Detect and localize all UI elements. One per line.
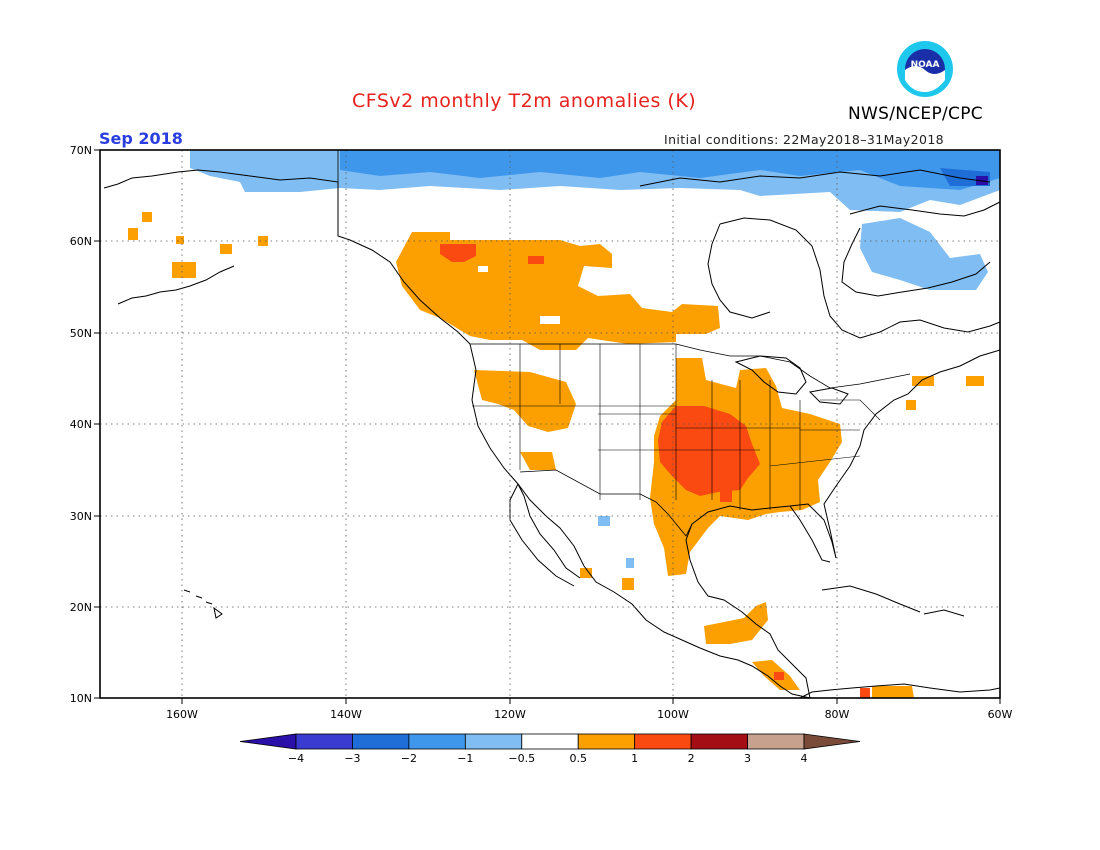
national-borders (337, 150, 911, 537)
colorbar-swatch (295, 733, 353, 750)
lat-label: 60N (70, 235, 92, 248)
neutral-gap (478, 266, 488, 272)
state-border-lines (472, 344, 881, 510)
baja-california-coast (509, 483, 575, 587)
positive-anomaly-western-canada (396, 232, 720, 350)
positive-anomaly-mexico (580, 568, 634, 590)
labrador-coast (841, 227, 991, 297)
lon-label: 120W (494, 708, 526, 721)
positive-anomaly-southwest-us (520, 452, 556, 470)
latitude-labels: 70N 60N 50N 40N 30N 20N 10N (70, 144, 92, 705)
colorbar-swatch (747, 733, 805, 750)
greenland-coast (849, 201, 1001, 217)
hudson-bay-coast (719, 217, 1001, 339)
axis-ticks (94, 149, 1001, 704)
colorbar-swatch (352, 733, 410, 750)
colorbar-label: 1 (631, 752, 638, 765)
positive-anomaly-spot-strong (440, 244, 544, 264)
great-lakes (734, 355, 849, 405)
lon-label: 140W (330, 708, 362, 721)
florida-coast (789, 505, 831, 563)
cuba-coast (821, 585, 921, 613)
positive-anomaly-northeast (906, 376, 984, 410)
colorbar-swatch (577, 733, 636, 750)
colorbar-label: −3 (344, 752, 360, 765)
lat-label: 50N (70, 327, 92, 340)
lon-label: 160W (166, 708, 198, 721)
colorbar-label: 3 (744, 752, 751, 765)
colorbar-max-arrow (803, 733, 861, 750)
noaa-logo-icon: NOAA (897, 41, 953, 97)
positive-anomaly-spot-strong (720, 490, 732, 502)
lat-label: 20N (70, 601, 92, 614)
colorbar-label: −4 (288, 752, 304, 765)
positive-anomaly-south-america (872, 686, 914, 698)
positive-anomaly-spot-strong (774, 672, 784, 680)
north-america-coastline (103, 169, 811, 699)
colorbar-label: −2 (401, 752, 417, 765)
neutral-gap (540, 316, 560, 324)
positive-anomaly-central-core (658, 406, 760, 496)
coastlines (103, 169, 1001, 699)
colorbar-min-arrow (239, 733, 297, 750)
agency-label: NWS/NCEP/CPC (848, 104, 983, 124)
colorbar-label: −0.5 (508, 752, 535, 765)
graticule (100, 150, 1000, 698)
us-mexico-border (519, 469, 693, 537)
noaa-logo-text: NOAA (911, 60, 940, 70)
colorbar: −4 −3 −2 −1 −0.5 0.5 1 2 3 4 (239, 733, 861, 765)
map-title: CFSv2 monthly T2m anomalies (K) (352, 90, 697, 112)
lat-label: 30N (70, 510, 92, 523)
initial-conditions-label: Initial conditions: 22May2018–31May2018 (664, 132, 945, 147)
colorbar-swatch (690, 733, 748, 750)
hawaii-islands (183, 589, 223, 619)
state-borders (472, 344, 881, 510)
positive-anomaly-northwest-us (474, 370, 576, 432)
south-america-coast (799, 683, 1001, 699)
lat-label: 10N (70, 692, 92, 705)
positive-anomaly-spot-strong (860, 688, 870, 698)
hispaniola-coast (923, 609, 965, 617)
positive-anomaly-central-america (704, 602, 800, 690)
canada-us-border (470, 343, 911, 389)
anomaly-fields (128, 150, 1000, 698)
lon-label: 100W (657, 708, 689, 721)
negative-anomaly-spot (626, 558, 634, 568)
negative-anomaly-spot (598, 516, 610, 526)
lat-label: 70N (70, 144, 92, 157)
colorbar-swatch (408, 733, 466, 750)
colorbar-swatch (521, 733, 579, 750)
forecast-month-label: Sep 2018 (99, 129, 183, 148)
negative-anomaly-arctic-strong (340, 150, 1000, 190)
negative-anomaly-labrador (860, 218, 988, 290)
lat-label: 40N (70, 418, 92, 431)
gulf-coast (685, 349, 1001, 699)
colorbar-label: 4 (801, 752, 808, 765)
colorbar-label: 2 (688, 752, 695, 765)
colorbar-label: −1 (457, 752, 473, 765)
hudson-bay-west-coast (707, 223, 771, 319)
aleutian-islands (117, 265, 235, 305)
lon-label: 80W (825, 708, 850, 721)
longitude-labels: 160W 140W 120W 100W 80W 60W (166, 708, 1012, 721)
colorbar-swatch (634, 733, 692, 750)
arctic-islands-coast (639, 169, 991, 187)
colorbar-label: 0.5 (569, 752, 587, 765)
positive-anomaly-alaska (128, 212, 268, 278)
lon-label: 60W (988, 708, 1013, 721)
gulf-of-california-coast (517, 483, 581, 579)
colorbar-swatch (464, 733, 523, 750)
